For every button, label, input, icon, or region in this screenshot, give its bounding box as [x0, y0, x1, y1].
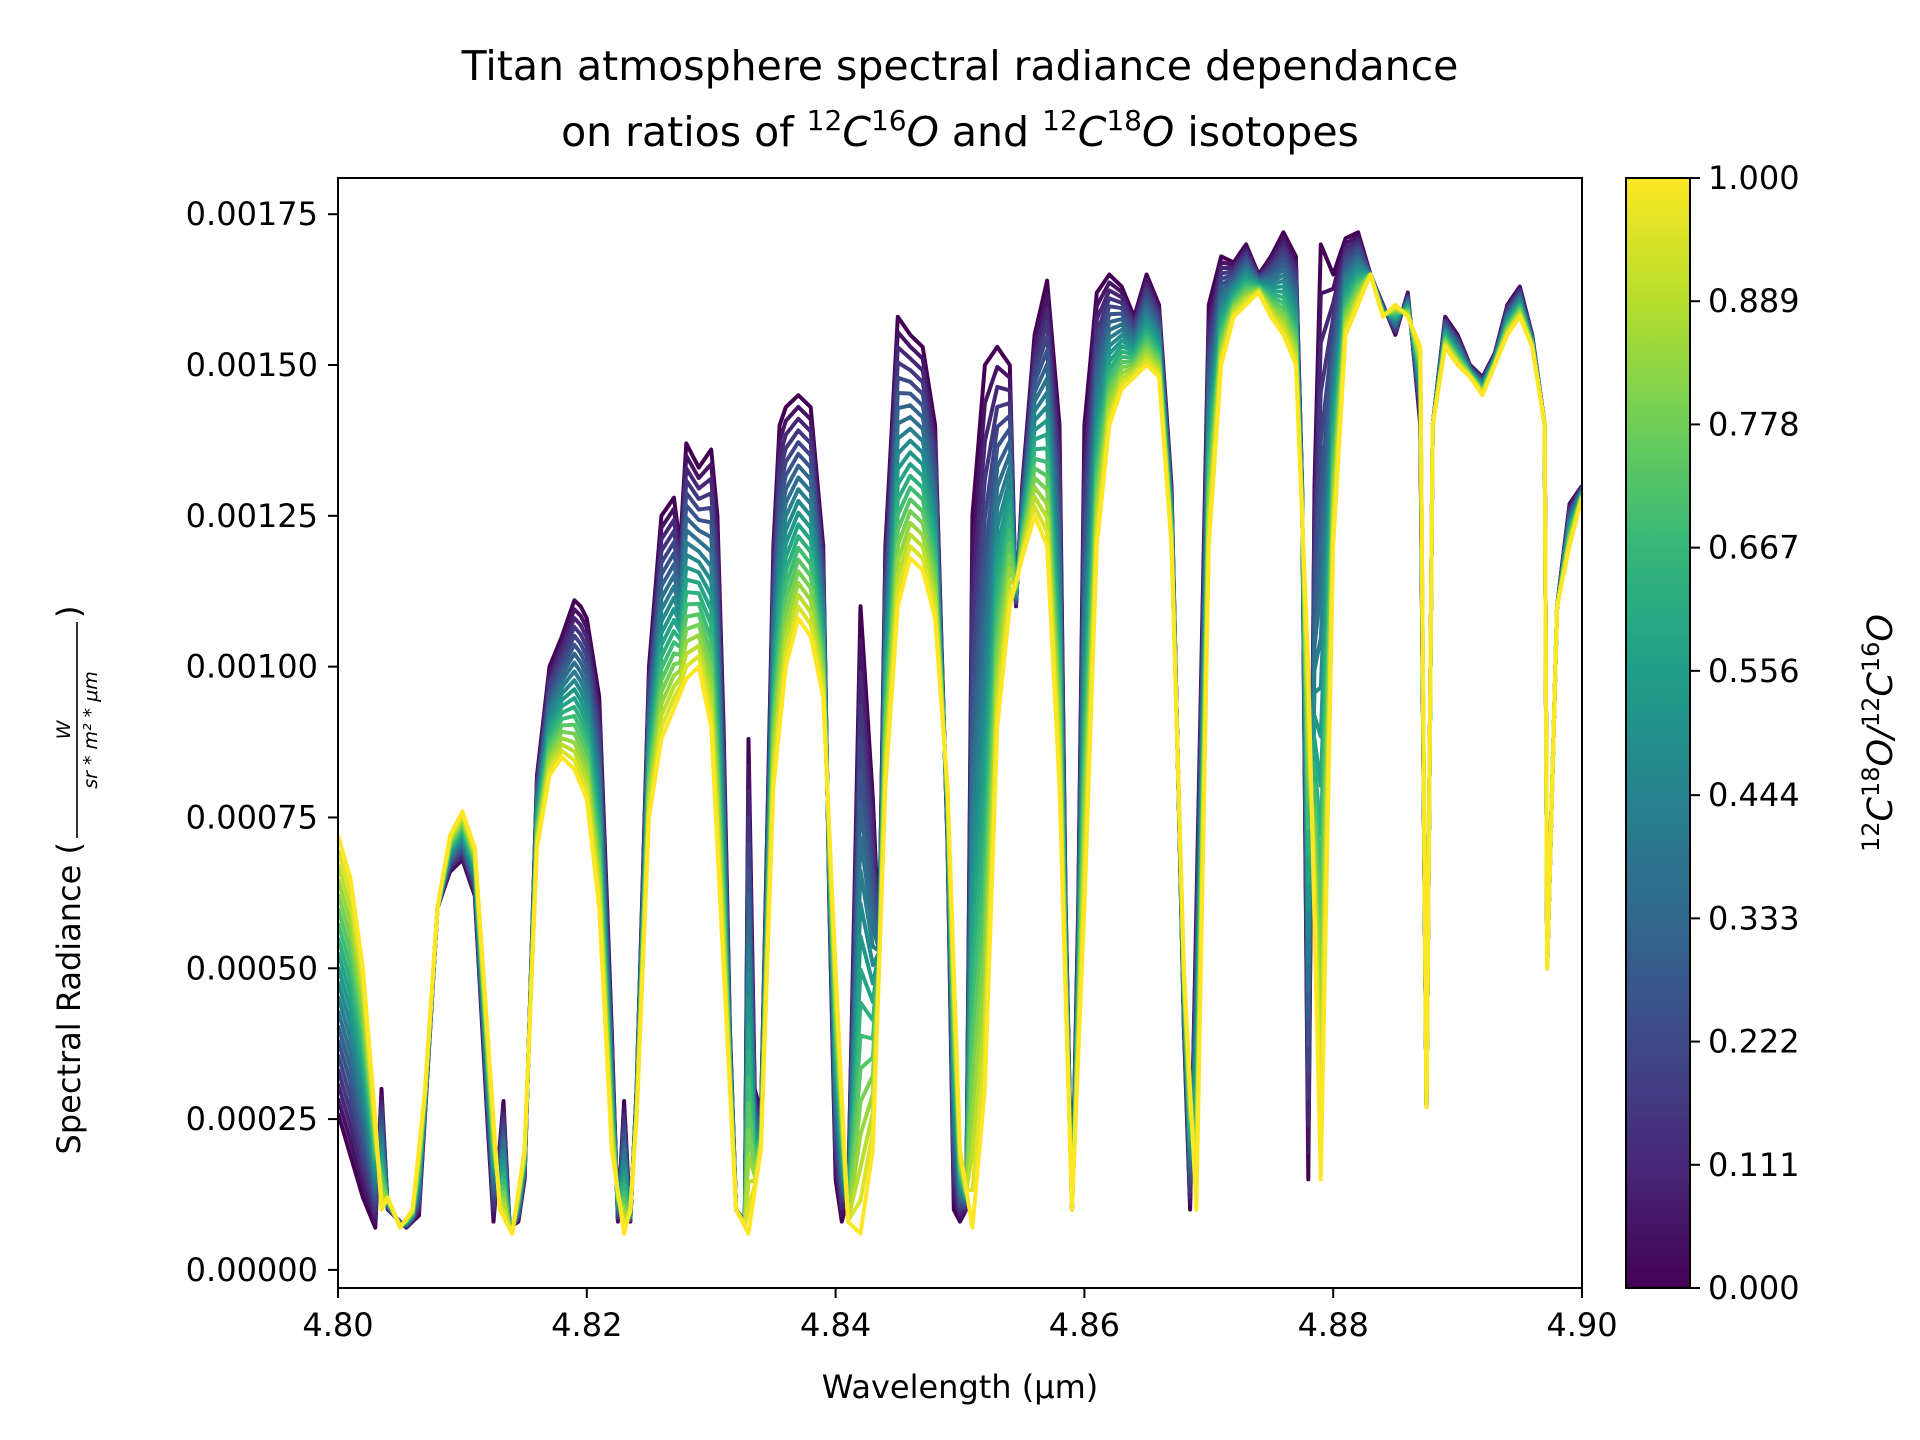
series-line-2	[338, 237, 1582, 1230]
y-axis-label: Spectral Radiance ( W sr * m² * μm )	[50, 606, 102, 1155]
x-tick-label: 4.88	[1298, 1306, 1369, 1344]
y-tick-label: 0.00025	[186, 1100, 318, 1138]
y-axis-label-denominator: sr * m² * μm	[80, 671, 102, 789]
y-axis-label-numerator: W	[53, 719, 75, 739]
x-tick-label: 4.82	[551, 1306, 622, 1344]
chart-title-line2: on ratios of 12C16O and 12C18O isotopes	[561, 104, 1359, 156]
colorbar-tick-label: 0.444	[1708, 776, 1800, 814]
series-line-19	[338, 272, 1582, 1236]
x-tick-label: 4.84	[800, 1306, 871, 1344]
y-tick-label: 0.00050	[186, 949, 318, 987]
series-line-16	[338, 272, 1582, 1235]
y-tick-label: 0.00000	[186, 1251, 318, 1289]
plot-frame	[337, 177, 1583, 1289]
series-group	[338, 230, 1582, 1236]
y-tick-label: 0.00100	[186, 648, 318, 686]
svg-text:Spectral Radiance (: Spectral Radiance (	[50, 842, 88, 1154]
series-line-18	[338, 272, 1582, 1236]
series-line-14	[338, 272, 1582, 1234]
y-tick-label: 0.00075	[186, 798, 318, 836]
series-line-8	[338, 260, 1582, 1232]
colorbar-tick-label: 0.111	[1708, 1146, 1800, 1184]
x-tick-label: 4.80	[302, 1306, 373, 1344]
colorbar-tick-label: 0.000	[1708, 1269, 1800, 1307]
colorbar-tick-label: 0.667	[1708, 529, 1800, 567]
svg-text:): )	[50, 606, 88, 618]
chart-title-line1: Titan atmosphere spectral radiance depen…	[461, 42, 1459, 90]
colorbar-tick-label: 0.778	[1708, 405, 1800, 443]
colorbar-label: 12C18O/12C16O	[1857, 614, 1901, 852]
series-line-3	[338, 241, 1582, 1230]
x-axis-label: Wavelength (μm)	[822, 1368, 1099, 1406]
series-line-15	[338, 272, 1582, 1235]
series-line-17	[338, 272, 1582, 1235]
series-line-11	[338, 272, 1582, 1233]
y-tick-label: 0.00125	[186, 497, 318, 535]
series-line-1	[338, 234, 1582, 1230]
series-line-5	[338, 249, 1582, 1230]
series-line-6	[338, 253, 1582, 1231]
colorbar-ticks: 0.000 0.111 0.222 0.333 0.444 0.556 0.667 0.778…	[1690, 159, 1800, 1307]
series-line-10	[338, 268, 1582, 1232]
series-line-0	[338, 230, 1582, 1230]
colorbar-tick-label: 1.000	[1708, 159, 1800, 197]
x-tick-label: 4.90	[1546, 1306, 1617, 1344]
series-line-12	[338, 272, 1582, 1233]
colorbar-tick-label: 0.333	[1708, 899, 1800, 937]
x-axis: 4.80 4.82 4.84 4.86 4.88 4.90	[302, 1288, 1618, 1344]
colorbar-tick-label: 0.556	[1708, 652, 1800, 690]
series-line-9	[338, 264, 1582, 1232]
series-line-13	[338, 272, 1582, 1234]
colorbar	[1625, 177, 1691, 1289]
colorbar-tick-label: 0.222	[1708, 1023, 1800, 1061]
series-line-7	[338, 257, 1582, 1231]
colorbar-tick-label: 0.889	[1708, 282, 1800, 320]
y-tick-label: 0.00150	[186, 346, 318, 384]
y-axis: 0.00000 0.00025 0.00050 0.00075 0.00100 0.001…	[186, 195, 338, 1289]
y-tick-label: 0.00175	[186, 195, 318, 233]
series-line-4	[338, 245, 1582, 1230]
x-tick-label: 4.86	[1049, 1306, 1120, 1344]
